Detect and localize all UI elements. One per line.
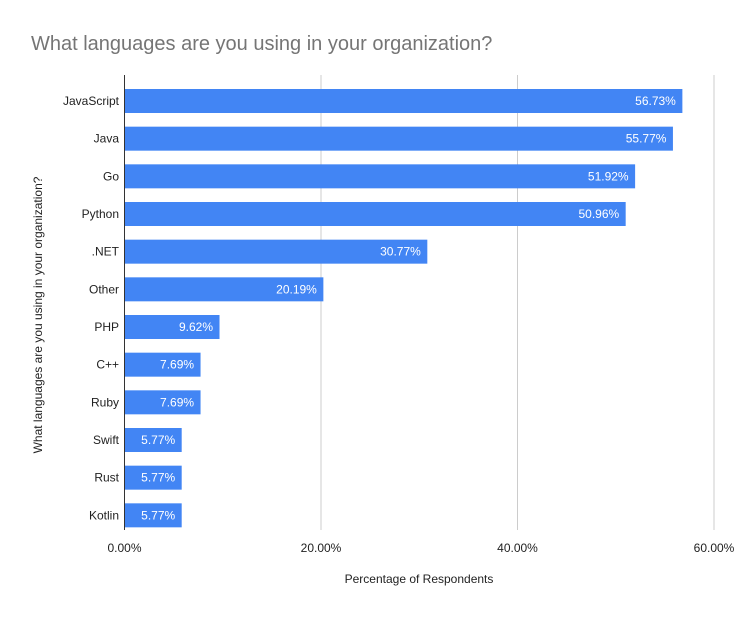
x-tick-label: 0.00% [107, 541, 141, 555]
y-tick-label: .NET [92, 245, 120, 259]
data-label: 5.77% [141, 471, 175, 485]
bar [125, 503, 182, 528]
y-tick-label: Rust [94, 471, 119, 485]
bar [125, 352, 201, 377]
y-tick-label: Ruby [91, 395, 119, 409]
x-tick-label: 20.00% [301, 541, 342, 555]
data-label: 9.62% [179, 320, 213, 334]
bar [125, 390, 201, 415]
data-label: 5.77% [141, 508, 175, 522]
x-tick-label: 40.00% [497, 541, 538, 555]
y-tick-label: Swift [93, 433, 120, 447]
x-axis-title: Percentage of Respondents [345, 572, 494, 586]
bar [125, 428, 182, 452]
bar [125, 202, 626, 226]
y-tick-label: C++ [96, 358, 119, 372]
bar [125, 315, 220, 339]
data-label: 5.77% [141, 433, 175, 447]
y-tick-label: Other [89, 282, 119, 296]
x-tick-label: 60.00% [694, 541, 735, 555]
data-label: 50.96% [578, 207, 619, 221]
bar [125, 164, 636, 189]
data-label: 55.77% [626, 132, 667, 146]
data-label: 51.92% [588, 169, 629, 183]
y-tick-label: PHP [94, 320, 119, 334]
chart-title: What languages are you using in your org… [31, 33, 492, 55]
bar [125, 239, 428, 264]
data-label: 56.73% [635, 94, 676, 108]
y-tick-label: Java [94, 132, 120, 146]
y-tick-label: Go [103, 169, 119, 183]
data-label: 7.69% [160, 358, 194, 372]
data-label: 7.69% [160, 395, 194, 409]
y-axis-title: What languages are you using in your org… [31, 176, 45, 453]
bar [125, 126, 673, 151]
y-tick-label: Kotlin [89, 508, 119, 522]
data-label: 20.19% [276, 282, 317, 296]
data-label: 30.77% [380, 245, 421, 259]
y-tick-label: Python [82, 207, 119, 221]
bar [125, 89, 683, 113]
bar [125, 465, 182, 490]
bar [125, 277, 324, 302]
y-tick-label: JavaScript [63, 94, 120, 108]
